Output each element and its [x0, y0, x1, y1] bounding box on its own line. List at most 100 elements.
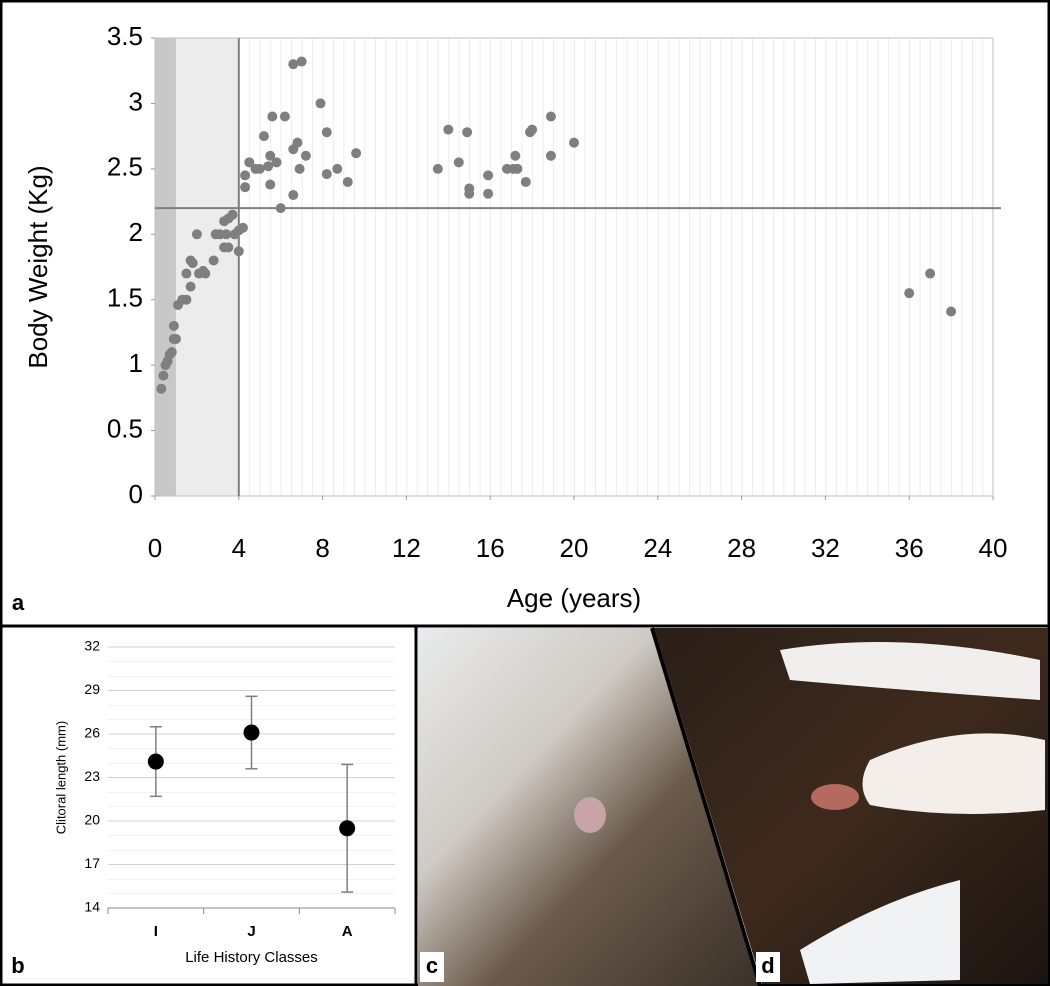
data-point — [292, 137, 303, 148]
label-bg — [756, 952, 780, 982]
x-tick-label: 4 — [232, 533, 246, 563]
x-axis-label: Age (years) — [507, 583, 641, 613]
data-point — [453, 157, 464, 168]
panel-label: c — [426, 953, 438, 978]
data-point — [300, 150, 311, 161]
data-point — [221, 229, 232, 240]
shaded-region — [175, 38, 239, 496]
data-point — [156, 383, 167, 394]
data-point — [321, 127, 332, 138]
data-point — [185, 281, 196, 292]
data-point — [244, 157, 255, 168]
data-point — [265, 150, 276, 161]
x-tick-label: A — [342, 923, 353, 940]
data-point — [254, 163, 265, 174]
y-tick-label: 3 — [129, 86, 143, 116]
y-axis-label: Clitoral length (mm) — [53, 721, 68, 834]
y-tick-label: 3.5 — [107, 21, 143, 51]
minor-grid — [238, 38, 994, 496]
data-point — [147, 753, 164, 770]
y-tick-label: 20 — [84, 812, 100, 828]
y-tick-label: 2 — [129, 217, 143, 247]
data-point — [483, 188, 494, 199]
y-axis-label: Body Weight (Kg) — [23, 165, 53, 368]
y-tick-label: 0.5 — [107, 413, 143, 443]
y-tick-label: 2.5 — [107, 152, 143, 182]
data-point — [321, 169, 332, 180]
x-tick-label: 36 — [895, 533, 924, 563]
data-point — [288, 59, 299, 70]
data-point — [510, 150, 521, 161]
data-point — [279, 111, 290, 122]
photo-detail — [780, 642, 1040, 700]
data-point — [191, 229, 202, 240]
data-point — [294, 163, 305, 174]
x-tick-label: 0 — [148, 533, 162, 563]
y-tick-label: 29 — [84, 681, 100, 697]
y-tick-label: 1 — [129, 348, 143, 378]
data-point — [181, 268, 192, 279]
data-point — [275, 203, 286, 214]
data-point — [233, 246, 244, 257]
x-tick-label: 28 — [727, 533, 756, 563]
photo-detail — [811, 784, 859, 810]
y-tick-label: 14 — [84, 899, 100, 915]
x-tick-label: I — [154, 923, 158, 940]
photo-divider — [650, 627, 762, 986]
data-point — [158, 370, 169, 381]
data-point — [166, 347, 177, 358]
panel-label: a — [12, 590, 25, 615]
data-point — [545, 150, 556, 161]
data-point — [227, 209, 238, 220]
data-point — [265, 179, 276, 190]
data-point — [271, 157, 282, 168]
data-point — [443, 124, 454, 135]
x-tick-label: 8 — [315, 533, 329, 563]
data-point — [243, 724, 260, 741]
data-point — [527, 124, 538, 135]
data-point — [181, 294, 192, 305]
photo-detail — [574, 797, 606, 833]
data-point — [296, 56, 307, 67]
y-tick-label: 26 — [84, 725, 100, 741]
data-point — [332, 163, 343, 174]
data-point — [432, 163, 443, 174]
data-point — [187, 258, 198, 269]
photo-panels: c d — [418, 627, 1048, 986]
data-point — [240, 170, 251, 181]
data-point — [208, 255, 219, 266]
data-point — [315, 98, 326, 109]
x-tick-label: 12 — [392, 533, 421, 563]
y-tick-label: 1.5 — [107, 283, 143, 313]
data-point — [946, 306, 957, 317]
data-point — [200, 268, 211, 279]
data-point — [904, 288, 915, 299]
data-point — [464, 188, 475, 199]
data-point — [520, 176, 531, 187]
data-point — [462, 127, 473, 138]
x-axis-label: Life History Classes — [185, 949, 318, 966]
data-point — [267, 111, 278, 122]
x-tick-label: 40 — [979, 533, 1008, 563]
x-tick-label: 20 — [560, 533, 589, 563]
data-point — [351, 148, 362, 159]
y-tick-label: 0 — [129, 479, 143, 509]
x-tick-label: 32 — [811, 533, 840, 563]
data-point — [483, 170, 494, 181]
photo-detail — [862, 733, 1045, 814]
x-tick-label: 16 — [476, 533, 505, 563]
data-point — [288, 190, 299, 201]
data-point — [170, 333, 181, 344]
data-point — [168, 320, 179, 331]
panel-label: b — [11, 953, 24, 978]
y-tick-label: 32 — [84, 638, 100, 654]
data-point — [223, 242, 234, 253]
y-tick-label: 23 — [84, 768, 100, 784]
shaded-region — [155, 38, 176, 496]
data-point — [237, 222, 248, 233]
data-point — [263, 161, 274, 172]
data-point — [342, 176, 353, 187]
photo-detail — [800, 880, 960, 984]
x-tick-label: J — [247, 923, 255, 940]
